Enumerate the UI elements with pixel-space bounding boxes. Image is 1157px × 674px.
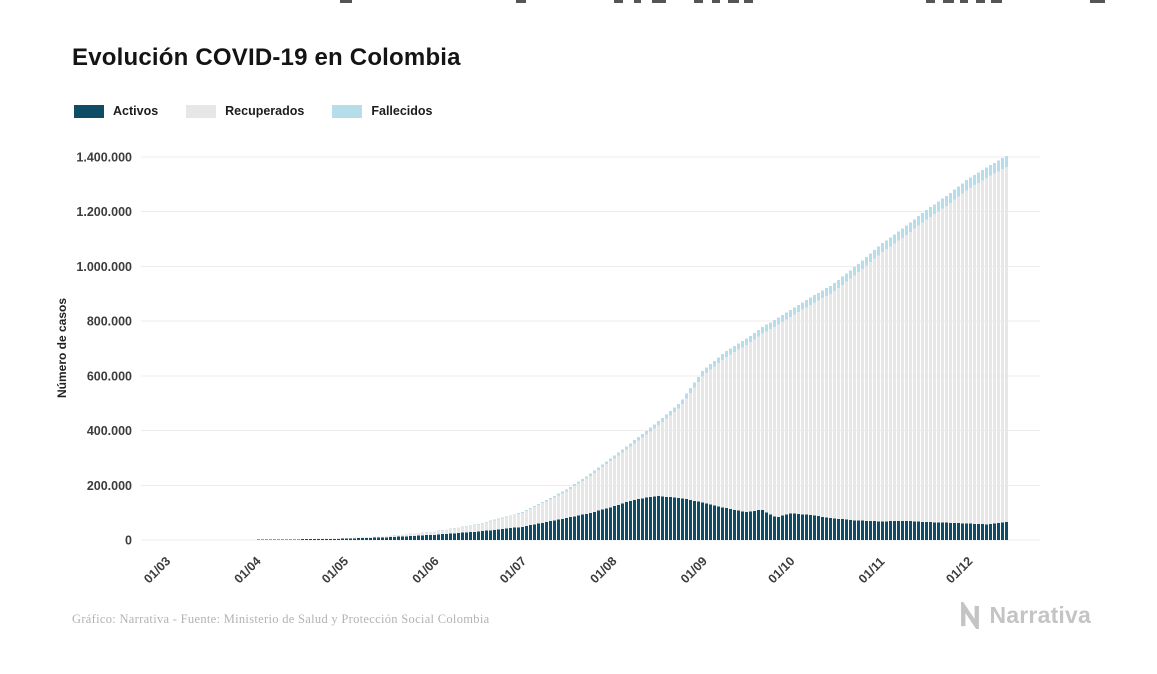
legend-label: Activos xyxy=(113,104,159,118)
top-edge-artifact xyxy=(991,0,1002,3)
top-edge-artifact xyxy=(728,0,739,3)
legend-item-fallecidos: Fallecidos xyxy=(332,104,433,118)
legend-item-activos: Activos xyxy=(74,104,158,118)
legend-swatch xyxy=(186,104,217,118)
svg-text:600.000: 600.000 xyxy=(87,369,132,383)
svg-text:01/07: 01/07 xyxy=(497,554,529,586)
svg-text:01/09: 01/09 xyxy=(678,554,710,586)
legend-swatch xyxy=(74,104,104,118)
legend-item-recuperados: Recuperados xyxy=(186,104,304,118)
svg-text:1.200.000: 1.200.000 xyxy=(76,205,132,219)
svg-text:800.000: 800.000 xyxy=(87,315,132,329)
source-caption: Gráfico: Narrativa - Fuente: Ministerio … xyxy=(72,612,490,626)
top-edge-artifact xyxy=(1090,0,1105,3)
legend-swatch xyxy=(332,104,363,118)
svg-text:01/11: 01/11 xyxy=(856,555,888,587)
svg-text:1.000.000: 1.000.000 xyxy=(76,260,132,274)
svg-text:01/06: 01/06 xyxy=(410,554,442,586)
top-edge-artifact xyxy=(960,0,968,3)
top-edge-artifact xyxy=(976,0,985,3)
svg-text:0: 0 xyxy=(125,534,132,548)
top-edge-artifact xyxy=(516,0,526,3)
top-edge-artifact xyxy=(712,0,720,3)
top-edge-artifact xyxy=(694,0,703,3)
legend-label: Recuperados xyxy=(225,104,305,118)
chart-title: Evolución COVID-19 en Colombia xyxy=(72,44,461,71)
top-edge-artifact xyxy=(943,0,954,3)
top-edge-artifact xyxy=(744,0,753,3)
narrativa-logo: Narrativa xyxy=(957,602,1091,629)
narrativa-logo-text: Narrativa xyxy=(989,602,1091,628)
svg-text:01/04: 01/04 xyxy=(232,554,264,586)
svg-text:200.000: 200.000 xyxy=(87,479,132,493)
svg-text:01/05: 01/05 xyxy=(319,554,351,586)
narrativa-logo-icon xyxy=(961,602,980,629)
top-edge-artifact xyxy=(652,0,666,3)
svg-text:400.000: 400.000 xyxy=(87,424,132,438)
svg-text:01/03: 01/03 xyxy=(141,554,173,586)
svg-text:01/12: 01/12 xyxy=(943,554,975,586)
svg-text:01/08: 01/08 xyxy=(588,554,620,586)
svg-text:1.400.000: 1.400.000 xyxy=(76,151,132,165)
top-edge-artifact xyxy=(926,0,935,3)
legend-label: Fallecidos xyxy=(371,104,433,118)
chart-legend: Activos Recuperados Fallecidos xyxy=(74,104,433,118)
top-edge-artifact xyxy=(614,0,623,3)
top-edge-artifact xyxy=(340,0,352,3)
top-edge-artifact xyxy=(634,0,641,3)
svg-text:01/10: 01/10 xyxy=(765,554,797,586)
